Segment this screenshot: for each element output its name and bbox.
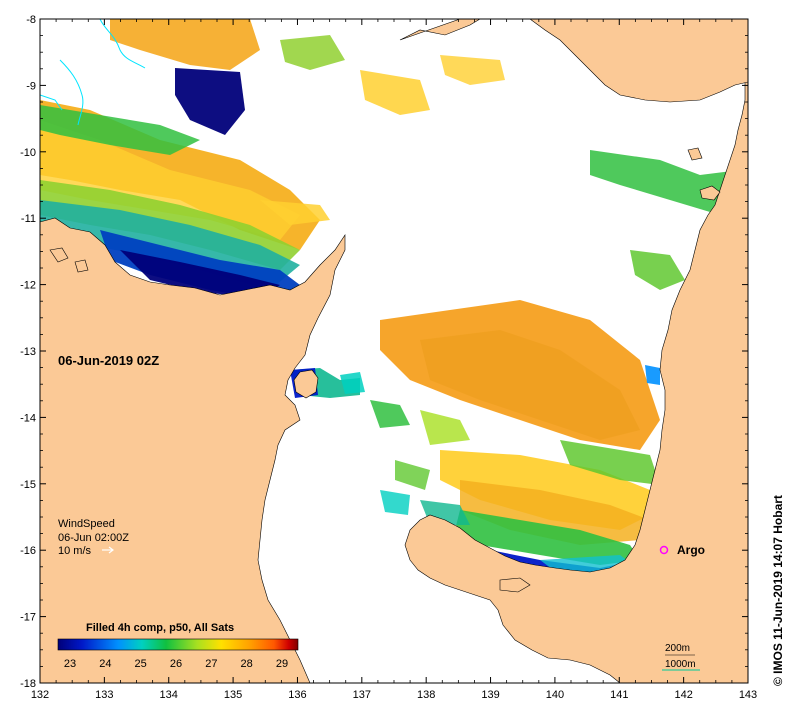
colorbar-gradient bbox=[57, 638, 299, 651]
argo-marker: Argo bbox=[659, 543, 705, 557]
colorbar-tick-label: 26 bbox=[170, 658, 182, 670]
wind-legend-title: WindSpeed bbox=[58, 518, 115, 530]
colorbar-tick-label: 24 bbox=[99, 658, 111, 670]
x-tick-label: 140 bbox=[546, 689, 564, 701]
y-tick-label: -13 bbox=[20, 346, 36, 358]
colorbar-tick-label: 29 bbox=[276, 658, 288, 670]
x-tick-label: 141 bbox=[610, 689, 628, 701]
argo-label: Argo bbox=[677, 543, 705, 557]
y-axis-ticks: -8 -9 -10 -11 -12 -13 -14 -15 -16 -17 -18 bbox=[20, 14, 748, 690]
x-tick-label: 138 bbox=[417, 689, 435, 701]
colorbar-tick-label: 28 bbox=[241, 658, 253, 670]
argo-float-icon bbox=[659, 545, 669, 555]
wind-arrow-icon bbox=[102, 546, 114, 554]
y-tick-label: -16 bbox=[20, 545, 36, 557]
colorbar-title: Filled 4h comp, p50, All Sats bbox=[86, 622, 234, 634]
wind-legend-time: 06-Jun 02:00Z bbox=[58, 532, 129, 544]
y-tick-label: -18 bbox=[20, 678, 36, 690]
x-tick-label: 137 bbox=[353, 689, 371, 701]
x-tick-label: 132 bbox=[31, 689, 49, 701]
wind-legend: WindSpeed 06-Jun 02:00Z 10 m/s bbox=[58, 518, 129, 557]
rivers bbox=[40, 19, 146, 126]
x-tick-label: 142 bbox=[674, 689, 692, 701]
y-tick-label: -8 bbox=[26, 14, 36, 26]
colorbar-tick-label: 27 bbox=[205, 658, 217, 670]
land bbox=[40, 19, 748, 683]
colorbar-tick-label: 23 bbox=[64, 658, 76, 670]
credit-text: © IMOS 11-Jun-2019 14:07 Hobart bbox=[771, 495, 785, 686]
y-tick-label: -12 bbox=[20, 280, 36, 292]
wind-legend-scale: 10 m/s bbox=[58, 545, 92, 557]
y-tick-label: -11 bbox=[21, 213, 36, 225]
contour-label-1000m: 1000m bbox=[665, 659, 696, 670]
y-tick-label: -14 bbox=[20, 412, 36, 424]
y-tick-label: -10 bbox=[20, 147, 36, 159]
colorbar-ticks: 23 24 25 26 27 28 29 bbox=[64, 658, 288, 670]
y-tick-label: -9 bbox=[26, 80, 36, 92]
date-label: 06-Jun-2019 02Z bbox=[58, 353, 159, 368]
colorbar: Filled 4h comp, p50, All Sats 23 24 25 26 27… bbox=[57, 622, 299, 670]
x-tick-label: 143 bbox=[739, 689, 757, 701]
contour-label-200m: 200m bbox=[665, 643, 690, 654]
y-tick-label: -15 bbox=[20, 479, 36, 491]
x-tick-label: 134 bbox=[160, 689, 178, 701]
x-tick-label: 136 bbox=[288, 689, 306, 701]
x-axis-ticks: 132 133 134 135 136 137 138 139 140 141 142 143 bbox=[31, 19, 757, 701]
colorbar-tick-label: 25 bbox=[135, 658, 147, 670]
x-tick-label: 139 bbox=[481, 689, 499, 701]
y-tick-label: -17 bbox=[20, 612, 36, 624]
x-tick-label: 135 bbox=[224, 689, 242, 701]
x-tick-label: 133 bbox=[95, 689, 113, 701]
contour-legend: 200m 1000m bbox=[665, 643, 696, 670]
